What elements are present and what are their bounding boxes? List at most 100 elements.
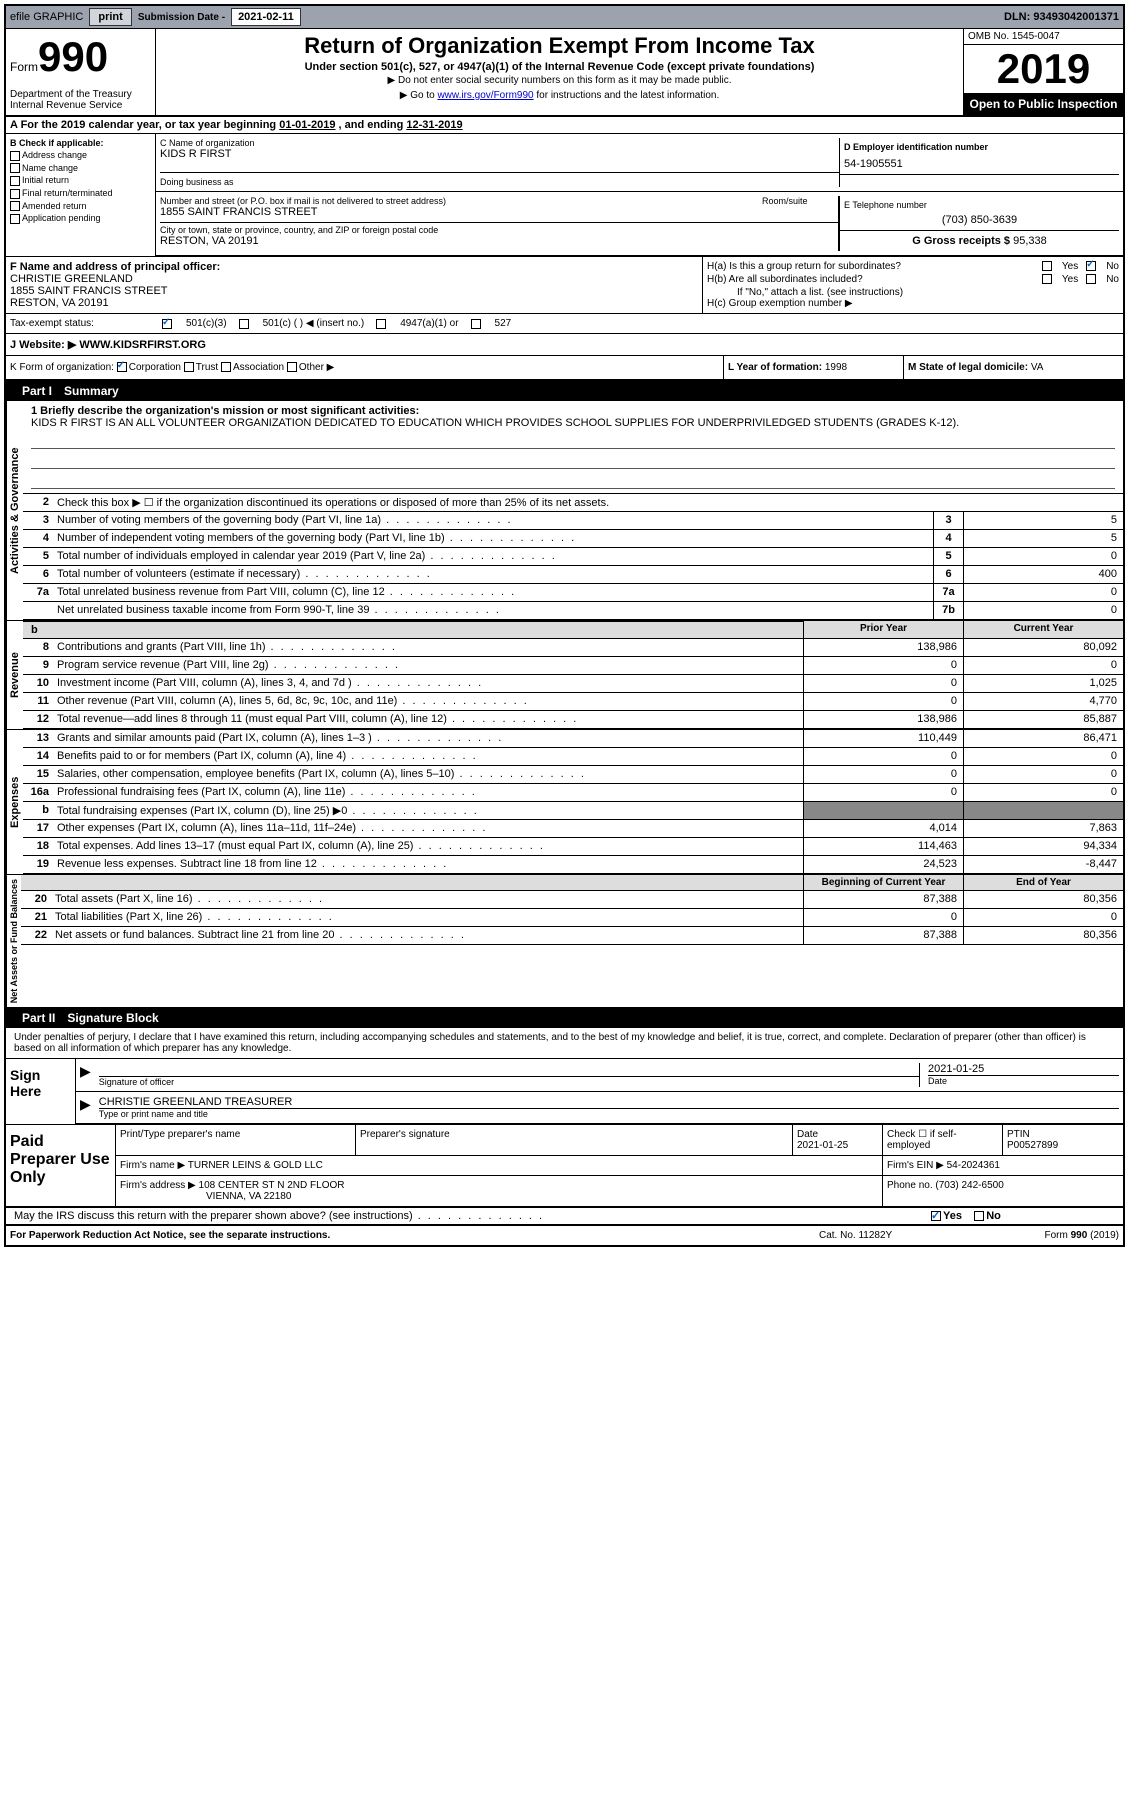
print-button[interactable]: print <box>89 8 131 26</box>
form-subtitle: Under section 501(c), 527, or 4947(a)(1)… <box>160 61 959 73</box>
table-row: 8Contributions and grants (Part VIII, li… <box>23 639 1123 657</box>
table-row: 6Total number of volunteers (estimate if… <box>23 566 1123 584</box>
table-row: 4Number of independent voting members of… <box>23 530 1123 548</box>
checkbox-hb-no[interactable] <box>1086 274 1096 284</box>
officer-signature: Signature of officer <box>99 1063 919 1087</box>
table-row: 11Other revenue (Part VIII, column (A), … <box>23 693 1123 711</box>
submission-date: 2021-02-11 <box>231 8 301 26</box>
table-row: 14Benefits paid to or for members (Part … <box>23 748 1123 766</box>
dept-treasury: Department of the Treasury Internal Reve… <box>10 89 151 111</box>
firm-phone: Phone no. (703) 242-6500 <box>883 1176 1123 1206</box>
vlabel-netassets: Net Assets or Fund Balances <box>6 875 21 1007</box>
penalty-statement: Under penalties of perjury, I declare th… <box>6 1028 1123 1059</box>
prep-self-employed: Check ☐ if self-employed <box>883 1125 1003 1155</box>
checkbox-name-change[interactable] <box>10 163 20 173</box>
efile-label: efile GRAPHIC <box>10 11 83 23</box>
section-c-address: Number and street (or P.O. box if mail i… <box>160 196 839 251</box>
table-row: Net unrelated business taxable income fr… <box>23 602 1123 620</box>
checkbox-amended[interactable] <box>10 201 20 211</box>
firm-ein: Firm's EIN ▶ 54-2024361 <box>883 1156 1123 1175</box>
vlabel-activities: Activities & Governance <box>6 401 23 620</box>
table-row: 22Net assets or fund balances. Subtract … <box>21 927 1123 945</box>
checkbox-ha-no[interactable] <box>1086 261 1096 271</box>
table-row: 7aTotal unrelated business revenue from … <box>23 584 1123 602</box>
checkbox-assoc[interactable] <box>221 362 231 372</box>
table-row: 17Other expenses (Part IX, column (A), l… <box>23 820 1123 838</box>
tax-year: 2019 <box>964 45 1123 93</box>
officer-typed-name: CHRISTIE GREENLAND TREASURER Type or pri… <box>99 1096 1119 1119</box>
checkbox-trust[interactable] <box>184 362 194 372</box>
topbar: efile GRAPHIC print Submission Date - 20… <box>6 6 1123 29</box>
rev-header: b Prior Year Current Year <box>23 621 1123 639</box>
part1-header: Part ISummary <box>6 381 1123 401</box>
section-l-year: L Year of formation: 1998 <box>723 356 903 379</box>
table-row: 19Revenue less expenses. Subtract line 1… <box>23 856 1123 874</box>
checkbox-discuss-yes[interactable] <box>931 1211 941 1221</box>
table-row: 12Total revenue—add lines 8 through 11 (… <box>23 711 1123 729</box>
table-row: 5Total number of individuals employed in… <box>23 548 1123 566</box>
checkbox-final-return[interactable] <box>10 189 20 199</box>
irs-link[interactable]: www.irs.gov/Form990 <box>437 90 533 101</box>
vlabel-revenue: Revenue <box>6 621 23 729</box>
dln: DLN: 93493042001371 <box>1004 11 1119 23</box>
section-j-website: J Website: ▶ WWW.KIDSRFIRST.ORG <box>6 334 1123 356</box>
prep-ptin: PTINP00527899 <box>1003 1125 1123 1155</box>
omb-number: OMB No. 1545-0047 <box>964 29 1123 45</box>
submission-label: Submission Date - <box>138 12 225 23</box>
sign-here-label: Sign Here <box>6 1059 76 1124</box>
line2-row: 2 Check this box ▶ ☐ if the organization… <box>23 494 1123 512</box>
prep-sig: Preparer's signature <box>356 1125 793 1155</box>
checkbox-initial-return[interactable] <box>10 176 20 186</box>
sig-arrow2-icon: ▶ <box>80 1096 91 1119</box>
checkbox-application-pending[interactable] <box>10 214 20 224</box>
sig-arrow-icon: ▶ <box>80 1063 91 1087</box>
form-title: Return of Organization Exempt From Incom… <box>160 33 959 59</box>
section-e-phone: E Telephone number (703) 850-3639 <box>840 196 1119 231</box>
checkbox-other[interactable] <box>287 362 297 372</box>
paid-preparer-label: Paid Preparer Use Only <box>6 1125 116 1206</box>
vlabel-expenses: Expenses <box>6 730 23 874</box>
section-i-tax-status: Tax-exempt status: 501(c)(3) 501(c) ( ) … <box>6 314 1123 334</box>
table-row: bTotal fundraising expenses (Part IX, co… <box>23 802 1123 820</box>
na-header: Beginning of Current Year End of Year <box>21 875 1123 891</box>
table-row: 3Number of voting members of the governi… <box>23 512 1123 530</box>
firm-address: Firm's address ▶ 108 CENTER ST N 2ND FLO… <box>116 1176 883 1206</box>
table-row: 21Total liabilities (Part X, line 26)00 <box>21 909 1123 927</box>
table-row: 18Total expenses. Add lines 13–17 (must … <box>23 838 1123 856</box>
checkbox-discuss-no[interactable] <box>974 1211 984 1221</box>
section-h: H(a) Is this a group return for subordin… <box>703 257 1123 313</box>
form-note-ssn: ▶ Do not enter social security numbers o… <box>160 75 959 86</box>
table-row: 16aProfessional fundraising fees (Part I… <box>23 784 1123 802</box>
table-row: 10Investment income (Part VIII, column (… <box>23 675 1123 693</box>
prep-date: Date2021-01-25 <box>793 1125 883 1155</box>
prep-name: Print/Type preparer's name <box>116 1125 356 1155</box>
section-k-form-org: K Form of organization: Corporation Trus… <box>6 356 723 379</box>
checkbox-corp[interactable] <box>117 362 127 372</box>
checkbox-4947[interactable] <box>376 319 386 329</box>
checkbox-527[interactable] <box>471 319 481 329</box>
checkbox-address-change[interactable] <box>10 151 20 161</box>
form-link: ▶ Go to www.irs.gov/Form990 for instruct… <box>160 90 959 101</box>
section-m-state: M State of legal domicile: VA <box>903 356 1123 379</box>
section-b: B Check if applicable: Address change Na… <box>6 134 156 256</box>
discuss-row: May the IRS discuss this return with the… <box>6 1208 1123 1226</box>
checkbox-501c3[interactable] <box>162 319 172 329</box>
form-header: Form990 Department of the Treasury Inter… <box>6 29 1123 117</box>
form-number: Form990 <box>10 33 151 81</box>
section-c-name: C Name of organization KIDS R FIRST Doin… <box>160 138 839 187</box>
part2-header: Part IISignature Block <box>6 1008 1123 1028</box>
table-row: 15Salaries, other compensation, employee… <box>23 766 1123 784</box>
period-row: A For the 2019 calendar year, or tax yea… <box>6 117 1123 134</box>
firm-name: Firm's name ▶ TURNER LEINS & GOLD LLC <box>116 1156 883 1175</box>
checkbox-ha-yes[interactable] <box>1042 261 1052 271</box>
footer: For Paperwork Reduction Act Notice, see … <box>6 1226 1123 1245</box>
checkbox-hb-yes[interactable] <box>1042 274 1052 284</box>
open-public-badge: Open to Public Inspection <box>964 93 1123 115</box>
checkbox-501c[interactable] <box>239 319 249 329</box>
table-row: 20Total assets (Part X, line 16)87,38880… <box>21 891 1123 909</box>
section-g-receipts: G Gross receipts $ 95,338 <box>840 231 1119 251</box>
sig-date: 2021-01-25 Date <box>919 1063 1119 1087</box>
table-row: 13Grants and similar amounts paid (Part … <box>23 730 1123 748</box>
table-row: 9Program service revenue (Part VIII, lin… <box>23 657 1123 675</box>
section-d-ein: D Employer identification number 54-1905… <box>840 138 1119 175</box>
